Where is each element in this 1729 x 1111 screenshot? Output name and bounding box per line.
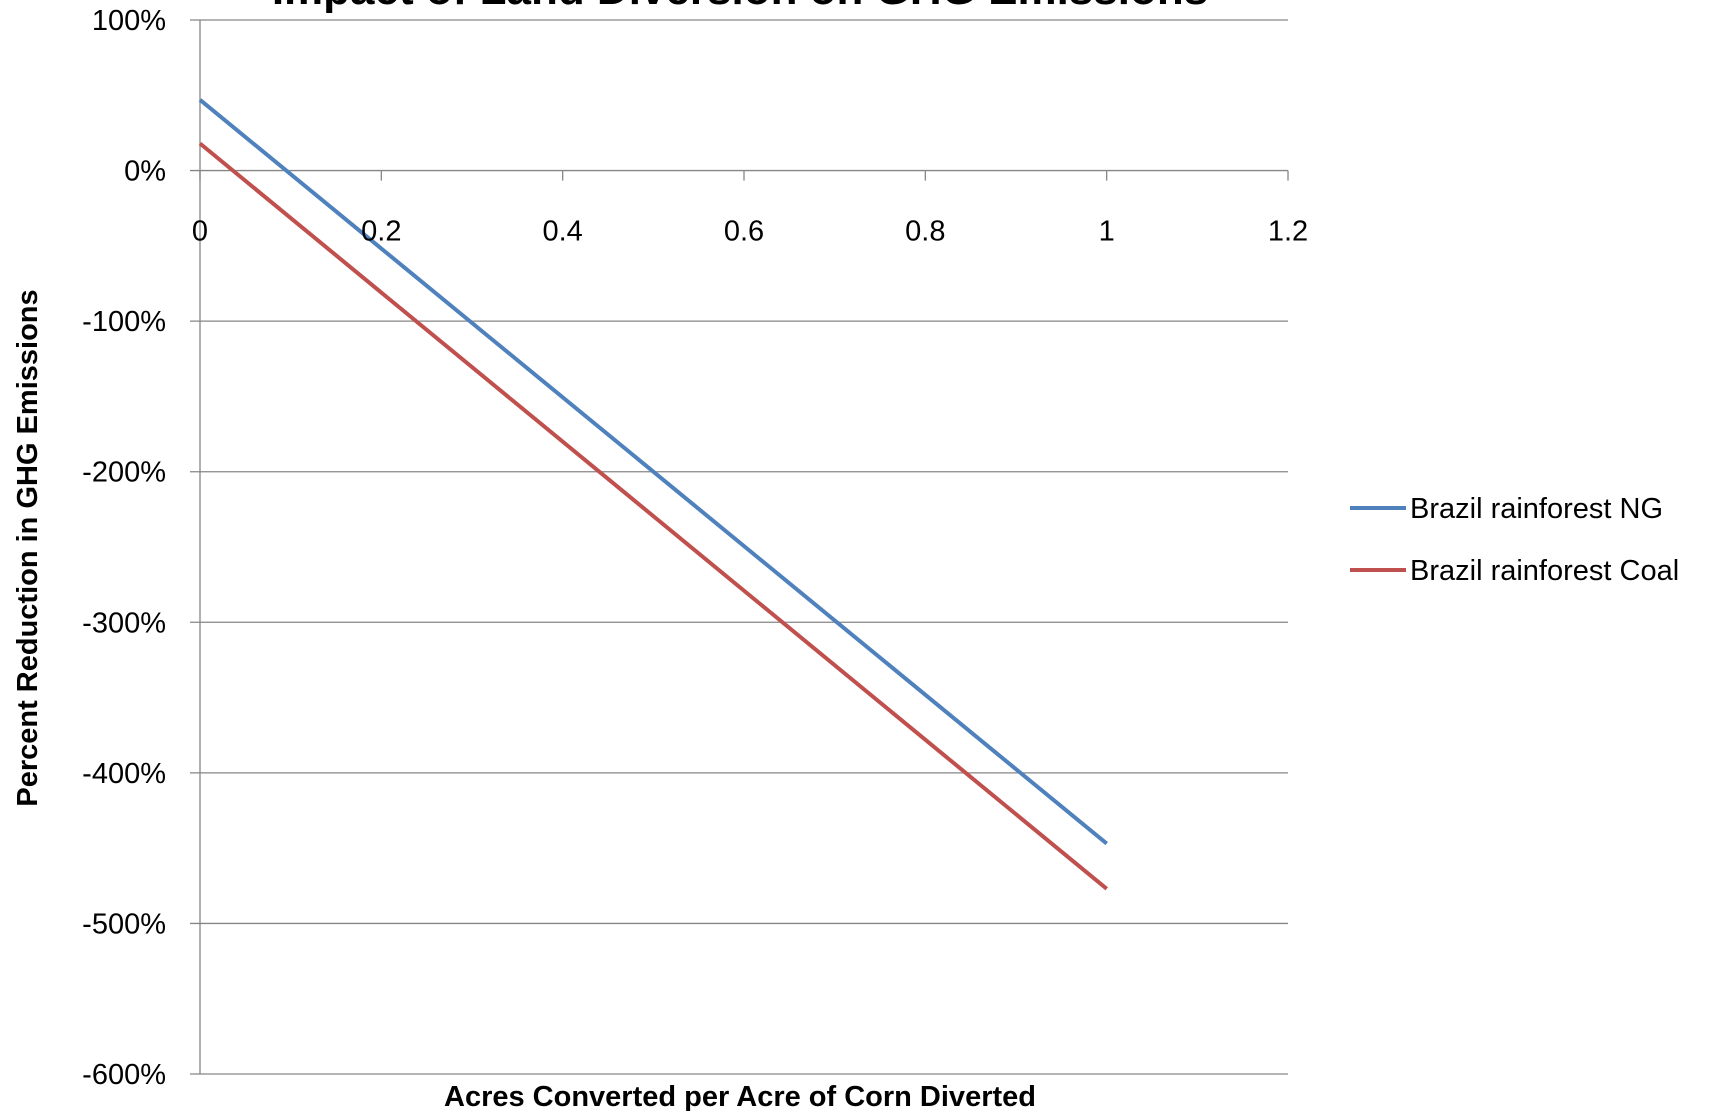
series-line-0 [198, 98, 1108, 846]
x-tick-label: 1.2 [1268, 216, 1308, 248]
y-tick-label: -100% [82, 306, 166, 338]
y-tick-label: -400% [82, 758, 166, 790]
series-layer [198, 98, 1108, 891]
x-tick-label: 0 [192, 216, 208, 248]
series-line-1 [198, 141, 1108, 891]
tick-label-layer: 100% 0% -100% -200% -300% -400% -500% -600% 0 0.2… [82, 5, 1308, 1091]
y-tick-label: 100% [92, 5, 166, 37]
grid-layer [190, 19, 1288, 1075]
y-tick-label: -600% [82, 1059, 166, 1091]
y-tick-label: -300% [82, 607, 166, 639]
y-axis-title: Percent Reduction in GHG Emissions [12, 289, 44, 806]
x-tick-label: 0.2 [361, 216, 401, 248]
legend-label-0: Brazil rainforest NG [1410, 493, 1663, 525]
y-tick-label: -200% [82, 457, 166, 489]
x-tick-label: 0.6 [724, 216, 764, 248]
y-tick-label: 0% [124, 156, 166, 188]
axis-layer [199, 20, 1289, 1074]
legend: Brazil rainforest NG Brazil rainforest Co… [1350, 493, 1679, 587]
x-tick-label: 0.4 [543, 216, 583, 248]
x-axis-title: Acres Converted per Acre of Corn Diverte… [444, 1081, 1036, 1111]
x-tick-label: 0.8 [905, 216, 945, 248]
legend-label-1: Brazil rainforest Coal [1410, 555, 1679, 587]
chart-title: Impact of Land Diversion on GHG Emission… [272, 0, 1208, 14]
x-tick-label: 1 [1099, 216, 1115, 248]
y-tick-label: -500% [82, 908, 166, 940]
